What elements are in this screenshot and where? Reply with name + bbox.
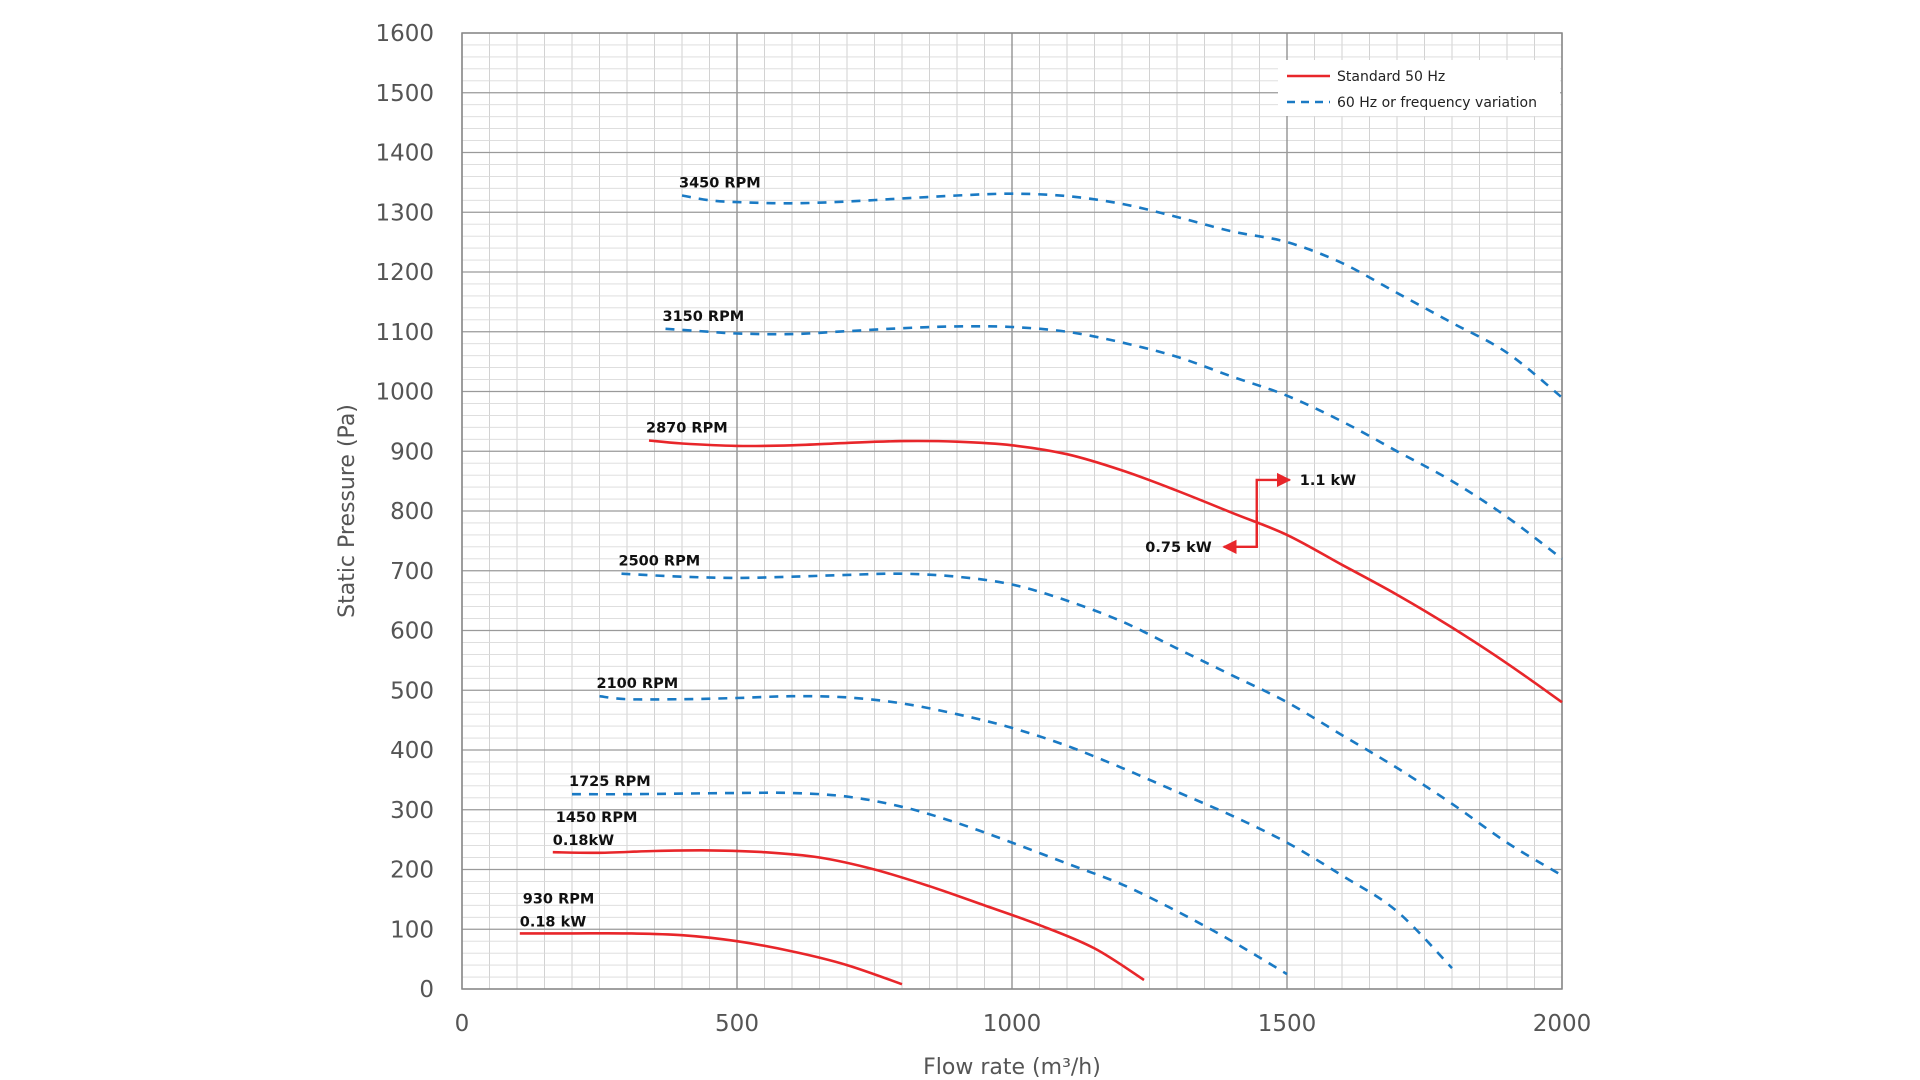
y-tick-label: 1200 — [375, 260, 434, 286]
annotation-arrow-11-kw — [1255, 472, 1292, 547]
series-label-3150-rpm: 3150 RPM — [663, 309, 745, 325]
annotation-label-075-kw: 0.75 kW — [1145, 540, 1211, 556]
annotation-arrow-075-kw — [1222, 516, 1258, 555]
series-line-1450-rpm — [552, 849, 1145, 982]
x-tick-labels: 0 500 1000 1500 2000 — [455, 1011, 1592, 1037]
y-tick-label: 0 — [419, 977, 434, 1003]
series-line-2100-rpm — [599, 694, 1453, 970]
y-axis-title: Static Pressure (Pa) — [335, 404, 360, 618]
y-tick-label: 100 — [390, 917, 434, 943]
series-sublabel-1450-rpm: 0.18kW — [553, 833, 614, 849]
series-label-2870-rpm: 2870 RPM — [646, 420, 728, 436]
y-tick-label: 500 — [390, 678, 434, 704]
y-tick-label: 300 — [390, 798, 434, 824]
y-tick-label: 200 — [390, 858, 434, 884]
x-tick-label: 0 — [455, 1011, 470, 1037]
series-line-1725-rpm — [571, 791, 1288, 976]
series-line-2500-rpm — [621, 572, 1563, 877]
series-label-930-rpm: 930 RPM — [523, 891, 595, 907]
series-sublabel-930-rpm: 0.18 kW — [520, 914, 586, 930]
y-tick-label: 1100 — [375, 320, 434, 346]
series-line-3450-rpm — [681, 192, 1563, 399]
plot-frame — [461, 32, 1563, 990]
y-tick-label: 1600 — [375, 21, 434, 47]
x-tick-label: 500 — [715, 1011, 759, 1037]
legend-background — [1278, 60, 1560, 116]
y-tick-label: 1300 — [375, 200, 434, 226]
series-line-2870-rpm — [648, 439, 1563, 704]
y-tick-label: 1400 — [375, 141, 434, 167]
x-tick-label: 1000 — [983, 1011, 1042, 1037]
x-axis-title: Flow rate (m³/h) — [923, 1055, 1101, 1080]
series-label-2500-rpm: 2500 RPM — [619, 554, 701, 570]
y-tick-label: 400 — [390, 738, 434, 764]
legend: Standard 50 Hz 60 Hz or frequency variat… — [1278, 60, 1560, 116]
y-tick-label: 1000 — [375, 380, 434, 406]
series-label-1450-rpm: 1450 RPM — [556, 810, 638, 826]
legend-label-variation: 60 Hz or frequency variation — [1337, 95, 1537, 111]
y-tick-labels: 0 100 200 300 400 500 600 700 800 900 1000 1100 1200… — [375, 21, 434, 1003]
y-tick-label: 900 — [390, 439, 434, 465]
series-labels: 3450 RPM 3150 RPM 2870 RPM 2500 RPM 2100 RPM… — [520, 176, 761, 931]
series-label-2100-rpm: 2100 RPM — [597, 676, 679, 692]
x-tick-label: 2000 — [1533, 1011, 1592, 1037]
annotation-label-11-kw: 1.1 kW — [1300, 473, 1356, 489]
x-tick-label: 1500 — [1258, 1011, 1317, 1037]
legend-label-standard: Standard 50 Hz — [1337, 69, 1445, 85]
y-tick-label: 700 — [390, 559, 434, 585]
series-curves — [519, 192, 1563, 986]
power-annotations: 1.1 kW 0.75 kW — [1145, 472, 1356, 556]
series-line-930-rpm — [519, 931, 903, 986]
y-tick-label: 1500 — [375, 81, 434, 107]
y-tick-label: 600 — [390, 619, 434, 645]
series-label-3450-rpm: 3450 RPM — [679, 176, 761, 192]
y-tick-label: 800 — [390, 499, 434, 525]
series-label-1725-rpm: 1725 RPM — [569, 774, 651, 790]
series-line-3150-rpm — [665, 324, 1563, 560]
